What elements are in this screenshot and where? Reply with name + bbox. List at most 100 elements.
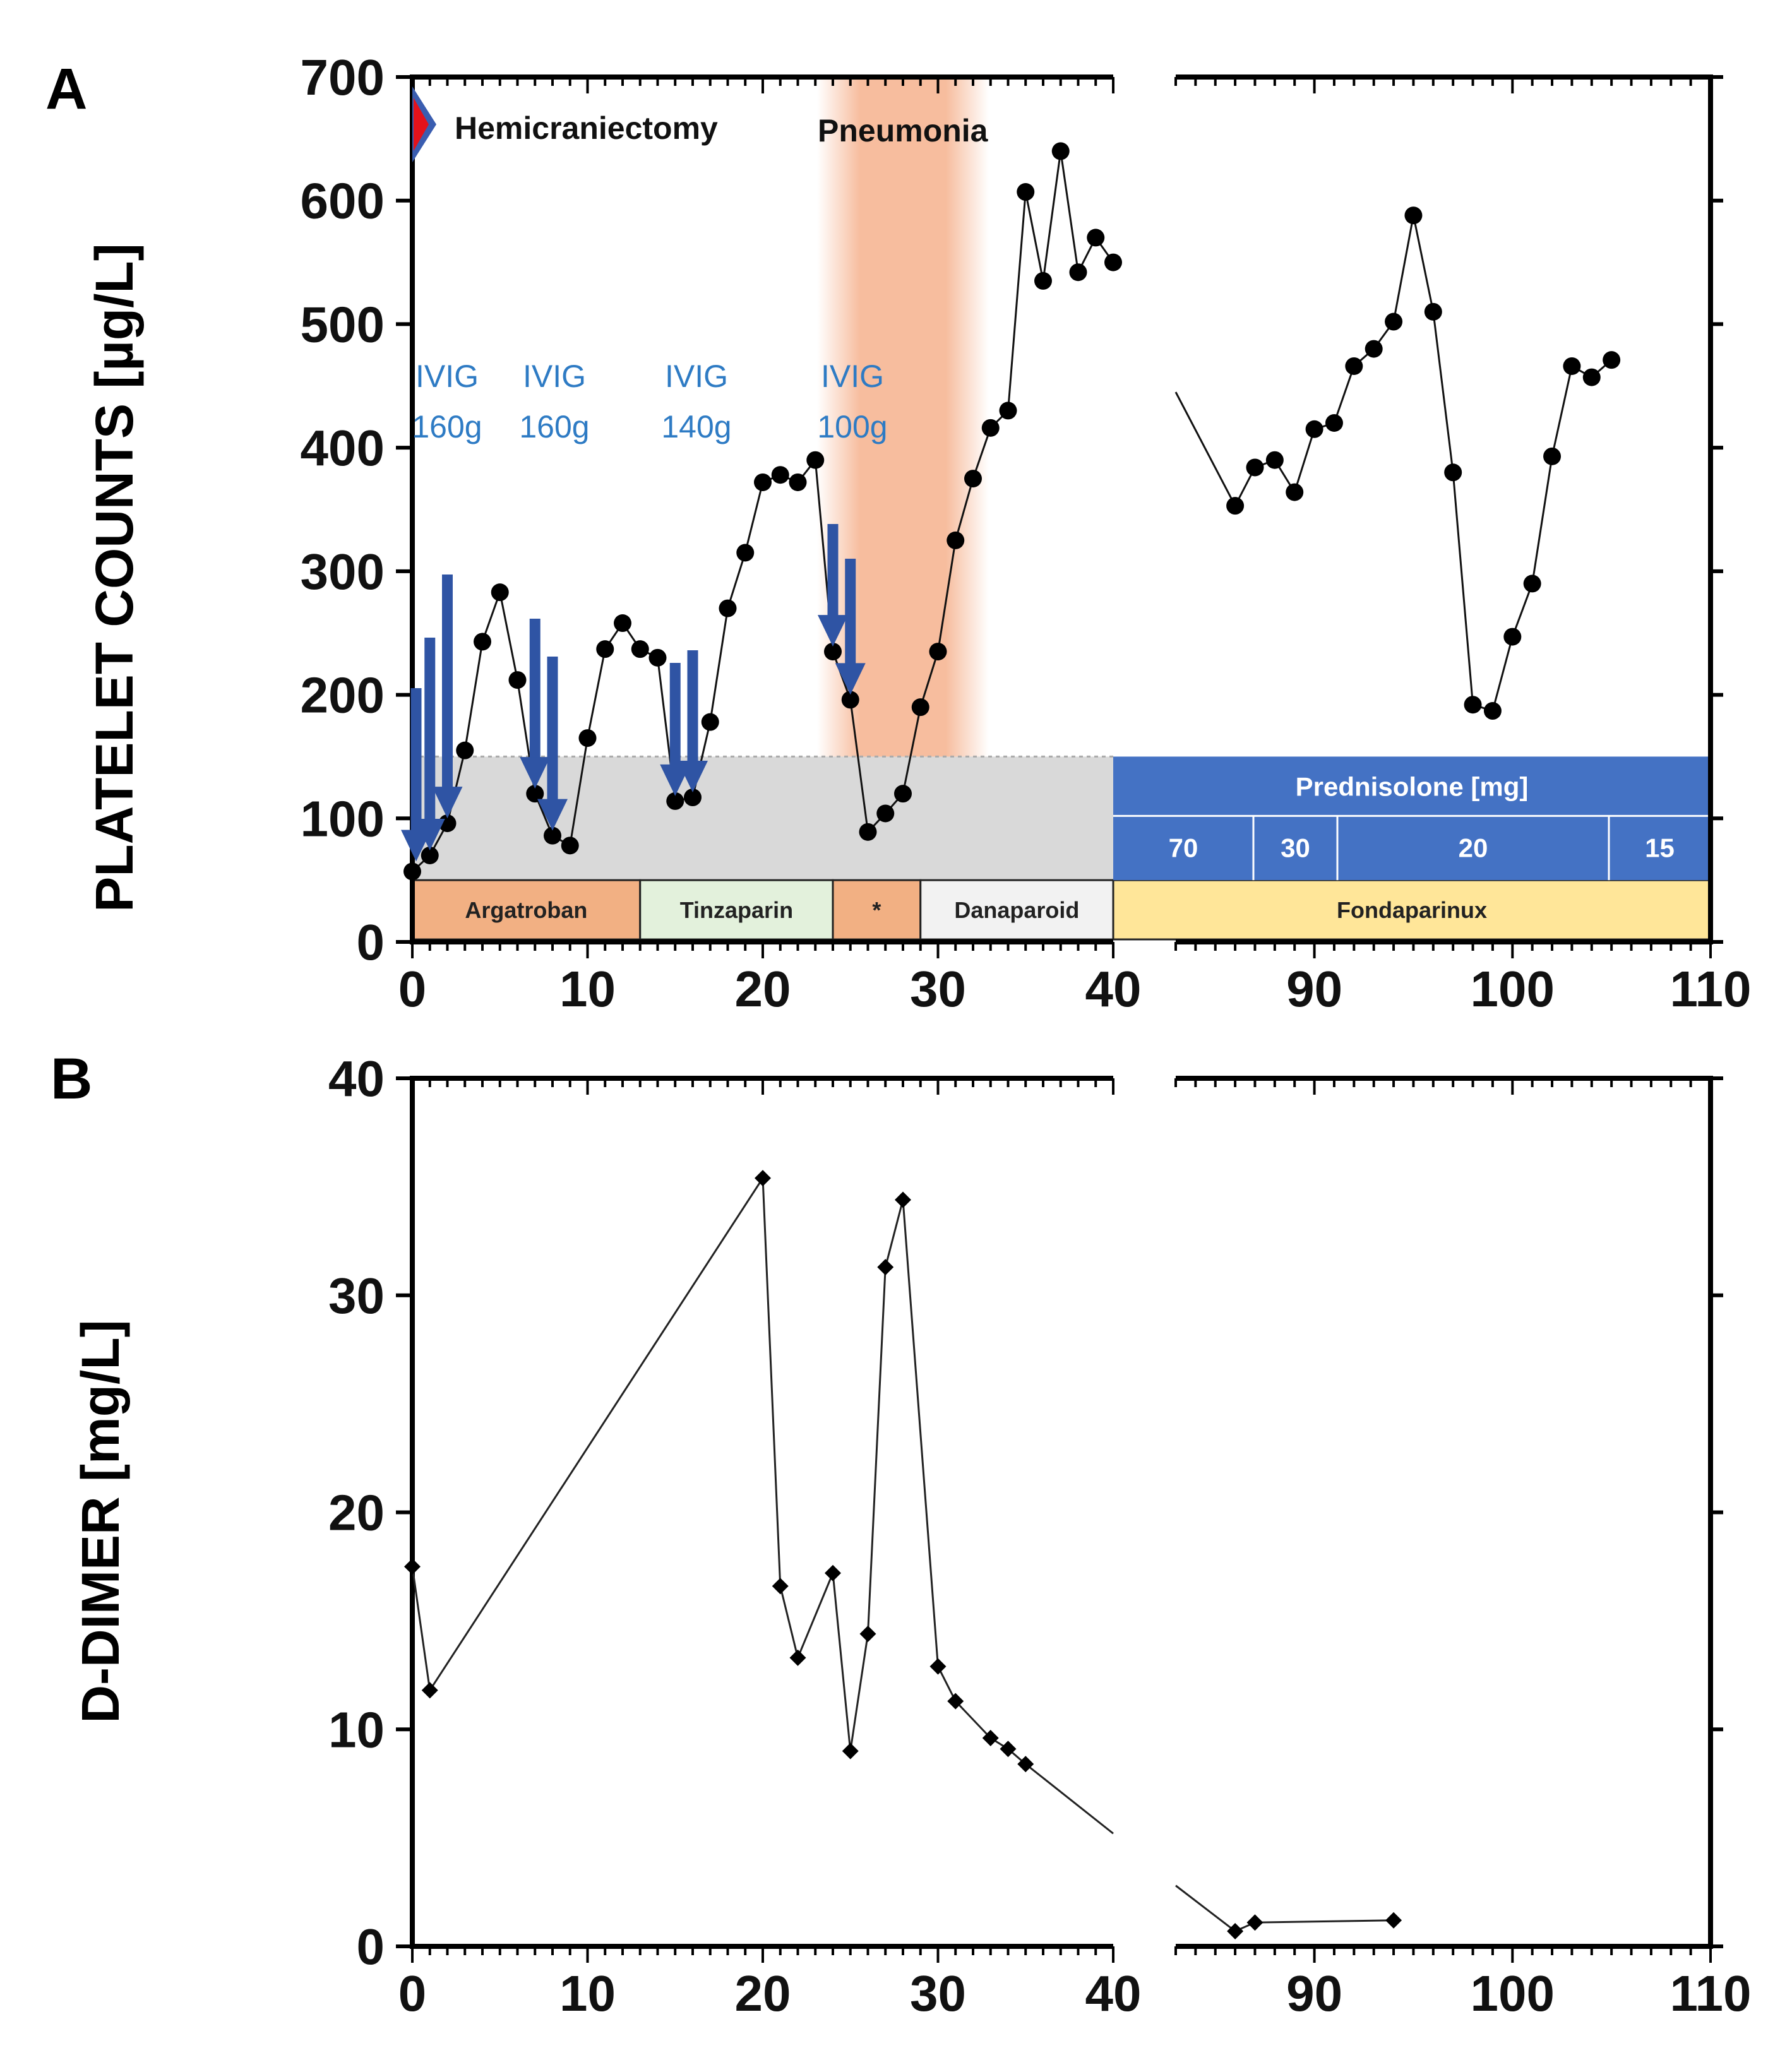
b-right-point xyxy=(1246,1914,1263,1931)
b-left-point xyxy=(1000,1741,1017,1758)
a-right-point xyxy=(1543,447,1562,465)
ivig-dose: 100g xyxy=(817,409,887,444)
ivig-label: IVIG xyxy=(523,359,586,394)
a-right-point xyxy=(1464,696,1482,714)
a-right-point xyxy=(1286,483,1304,501)
b-left-point xyxy=(825,1564,841,1581)
a-left-point xyxy=(999,402,1017,420)
a-left-point xyxy=(719,599,737,617)
ivig-arrow-head xyxy=(401,830,431,862)
ivig-label: IVIG xyxy=(821,359,884,394)
a-right-point xyxy=(1483,702,1502,720)
a-y-tick-label: 0 xyxy=(357,914,385,970)
a-left-point xyxy=(789,473,807,491)
a-x-tick-label: 20 xyxy=(735,961,791,1017)
a-right-point xyxy=(1582,368,1601,386)
b-left-point xyxy=(895,1191,911,1208)
prednisolone-dose: 20 xyxy=(1459,833,1488,862)
prednisolone-title: Prednisolone [mg] xyxy=(1296,771,1529,801)
panel-b-letter: B xyxy=(51,1047,92,1111)
a-left-point xyxy=(631,640,649,658)
a-left-point xyxy=(876,804,895,823)
panel-b-plot: 0 10 20 30 40 0 10 20 30 40 90 100 110 xyxy=(328,1051,1752,2021)
panel-a-ylabel: PLATELET COUNTS [µg/L] xyxy=(85,243,144,912)
a-y-tick-label: 400 xyxy=(301,420,385,476)
b-left-point xyxy=(982,1730,999,1746)
b-left-point xyxy=(772,1578,789,1595)
b-y-tick-label: 0 xyxy=(357,1919,385,1975)
ivig-arrow-head xyxy=(835,663,866,695)
a-left-point xyxy=(1087,229,1105,247)
a-left-point xyxy=(701,713,719,731)
a-left-point xyxy=(1104,253,1122,271)
a-left-point xyxy=(736,544,755,562)
a-right-point xyxy=(1563,357,1581,375)
a-left-point xyxy=(806,451,825,469)
b-left-point xyxy=(947,1693,964,1710)
a-left-point xyxy=(824,643,842,661)
ivig-arrow-head xyxy=(818,615,848,647)
b-x-tick-label: 20 xyxy=(735,1965,791,2021)
a-right-point xyxy=(1404,206,1423,225)
a-x-tick-label: 0 xyxy=(398,961,427,1017)
a-y-tick-label: 700 xyxy=(301,49,385,105)
a-right-point xyxy=(1603,351,1621,369)
ivig-label: IVIG xyxy=(665,359,728,394)
ivig-arrow-head xyxy=(678,761,708,793)
ivig-dose: 140g xyxy=(661,409,731,444)
a-right-point xyxy=(1226,497,1245,515)
a-right-point xyxy=(1345,357,1363,375)
b-right-series-line xyxy=(1175,1884,1394,1932)
a-left-point xyxy=(1051,142,1070,160)
prednisolone-block xyxy=(1113,756,1711,881)
ivig-dose: 160g xyxy=(412,409,482,444)
a-left-point xyxy=(491,583,509,602)
a-left-point xyxy=(561,837,579,855)
b-y-tick-label: 30 xyxy=(328,1268,385,1324)
b-left-point xyxy=(1017,1756,1034,1773)
ivig-arrow-head xyxy=(660,764,691,796)
pneumonia-label: Pneumonia xyxy=(818,113,989,148)
a-right-point xyxy=(1305,420,1323,438)
hemicraniectomy-marker xyxy=(414,98,429,151)
a-left-point xyxy=(771,466,789,484)
b-left-point xyxy=(755,1170,771,1187)
anticoagulation-label: Fondaparinux xyxy=(1337,897,1487,923)
a-left-point xyxy=(1017,183,1035,201)
a-y-tick-label: 100 xyxy=(301,790,385,847)
prednisolone-dose: 30 xyxy=(1281,833,1310,862)
ivig-arrow-head xyxy=(520,757,551,789)
a-y-tick-label: 600 xyxy=(301,173,385,229)
a-left-point xyxy=(894,785,912,803)
ivig-dose: 160g xyxy=(519,409,589,444)
b-x-tick-label: 30 xyxy=(910,1965,966,2021)
b-x-tick-label: 10 xyxy=(559,1965,616,2021)
a-left-point xyxy=(596,640,614,658)
a-left-point xyxy=(666,792,684,810)
a-right-point xyxy=(1424,302,1442,321)
a-left-point xyxy=(578,729,597,747)
a-left-point xyxy=(859,823,877,841)
a-left-point xyxy=(1034,271,1052,290)
a-right-point xyxy=(1365,340,1383,358)
a-left-point xyxy=(508,671,527,689)
b-left-point xyxy=(929,1658,947,1675)
anticoagulation-label: Argatroban xyxy=(465,897,587,923)
prednisolone-dose: 15 xyxy=(1645,833,1675,862)
a-left-point xyxy=(911,698,929,717)
a-left-point xyxy=(964,470,982,488)
ivig-arrow-head xyxy=(432,787,463,819)
anticoagulation-label: * xyxy=(872,897,881,923)
anticoagulation-bar xyxy=(832,879,922,941)
a-right-point xyxy=(1246,458,1264,477)
a-x-tick-label: 40 xyxy=(1085,961,1142,1017)
ivig-label: IVIG xyxy=(415,359,479,394)
b-left-point xyxy=(842,1742,859,1759)
a-y-tick-label: 500 xyxy=(301,296,385,352)
b-y-tick-label: 10 xyxy=(328,1701,385,1758)
a-left-point xyxy=(981,419,1000,437)
a-left-point xyxy=(614,614,631,633)
a-left-point xyxy=(841,691,859,709)
a-right-point xyxy=(1385,313,1403,331)
